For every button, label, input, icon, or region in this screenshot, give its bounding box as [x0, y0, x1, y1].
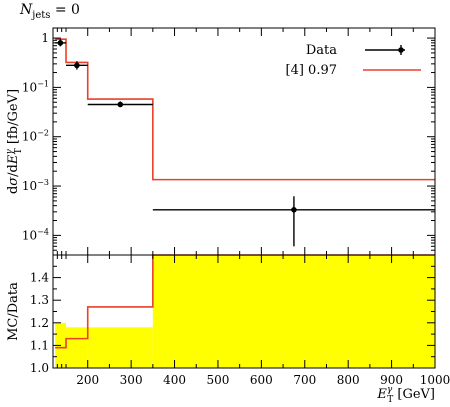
x-label-sub: T: [387, 395, 393, 405]
y-tick-base: 10: [22, 179, 37, 193]
x-label-unit: [GeV]: [393, 387, 435, 402]
legend-data-label: Data: [306, 43, 337, 58]
x-tick-label: 500: [207, 373, 230, 387]
ratio-y-tick-label: 1.3: [30, 293, 49, 307]
ratio-step-line: [55, 254, 435, 349]
y-tick-exponent: −1: [37, 79, 49, 88]
y-axis-label: dσ/dEγT [fb/GeV]: [5, 89, 24, 194]
ratio-band-bin: [152, 255, 435, 368]
x-tick-label: 600: [250, 373, 273, 387]
y-tick-base: 10: [22, 228, 37, 242]
ratio-band-bin: [87, 327, 153, 368]
y-tick-label: 10−3: [22, 178, 49, 193]
y-tick-label: 1: [41, 31, 49, 45]
x-tick-label: 900: [380, 373, 403, 387]
mc-step-line: [55, 38, 435, 181]
ratio-y-tick-label: 1.1: [30, 338, 49, 352]
plot-title: Njets = 0: [20, 2, 80, 21]
y-tick-exponent: −3: [37, 178, 49, 187]
y-label-sub: T: [14, 148, 24, 154]
x-label-sup: γ: [387, 385, 393, 395]
y-label-sup: γ: [5, 149, 15, 155]
title-subscript: jets: [32, 9, 51, 21]
y-tick-label: 10−4: [22, 227, 49, 242]
legend-data-marker: [398, 47, 404, 53]
y-tick-exponent: −2: [37, 129, 49, 138]
x-tick-label: 800: [337, 373, 360, 387]
x-tick-label: 300: [120, 373, 143, 387]
ratio-y-tick-label: 1.4: [30, 271, 49, 285]
data-point: [291, 206, 297, 213]
y-label-e: E: [6, 154, 21, 165]
title-symbol: N: [20, 2, 33, 18]
ratio-y-tick-label: 1.0: [30, 361, 49, 375]
x-tick-label: 400: [163, 373, 186, 387]
y-tick-label: 10−2: [22, 129, 49, 144]
ratio-y-tick-label: 1.2: [30, 316, 49, 330]
ratio-band-bin: [66, 327, 88, 368]
y-tick-base: 10: [22, 80, 37, 94]
x-label-e: E: [376, 387, 387, 402]
y-tick-base: 10: [22, 130, 37, 144]
legend-mc-label: [4] 0.97: [286, 63, 338, 78]
x-tick-label: 200: [76, 373, 99, 387]
x-tick-label: 1000: [420, 373, 450, 387]
main-frame: [52, 27, 436, 256]
y-label-slash-d: /d: [6, 164, 21, 177]
x-axis-label: Eγ T [GeV]: [376, 385, 435, 405]
y-tick-label: 10−1: [22, 79, 49, 94]
data-point: [57, 40, 64, 46]
title-suffix: = 0: [50, 2, 80, 18]
y-label-sigma: σ: [6, 176, 21, 186]
ratio-y-axis-label: MC/Data: [6, 282, 21, 341]
data-point: [74, 62, 80, 69]
y-label-d: d: [6, 186, 21, 194]
x-tick-label: 700: [293, 373, 316, 387]
y-label-unit: [fb/GeV]: [6, 89, 21, 148]
y-tick-exponent: −4: [37, 227, 49, 236]
data-point: [117, 101, 124, 108]
